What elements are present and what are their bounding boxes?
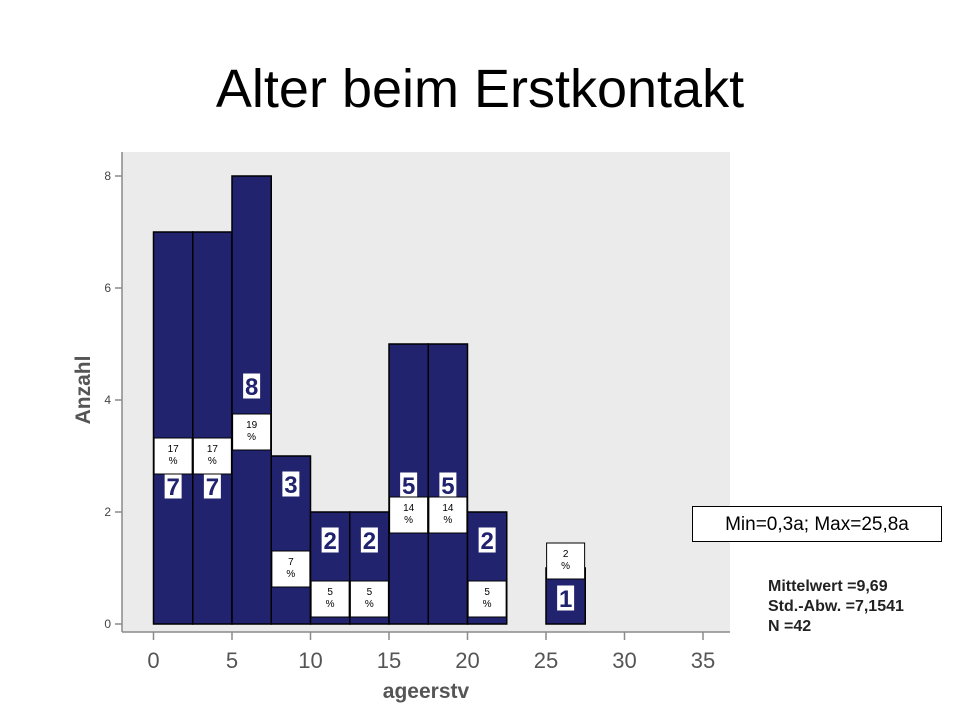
count-label-box: [477, 526, 497, 554]
count-label-box: [320, 526, 340, 554]
count-label: 7: [166, 474, 179, 501]
percent-label: 5%: [483, 587, 492, 610]
percent-label-box: [349, 580, 389, 618]
count-label: 2: [363, 528, 376, 555]
count-label: 5: [441, 473, 454, 500]
percent-label-box: [310, 580, 350, 618]
count-label: 7: [206, 474, 219, 501]
count-label-box: [242, 372, 262, 400]
count-label: 2: [480, 528, 493, 555]
percent-label: 19%: [246, 420, 258, 443]
x-tick-label: 25: [534, 648, 558, 673]
stats-n: N =42: [768, 618, 812, 635]
y-tick-label: 0: [104, 617, 111, 631]
percent-label: 5%: [326, 587, 335, 610]
percent-label-box: [546, 542, 586, 580]
histogram-bar: [192, 231, 233, 625]
count-label: 1: [559, 586, 572, 613]
stats-std: Std.-Abw. =7,1541: [768, 598, 904, 615]
percent-label-box: [271, 550, 311, 588]
count-label-box: [359, 526, 379, 554]
histogram-bar: [152, 231, 194, 625]
y-tick-label: 4: [104, 393, 111, 407]
percent-label-box: [153, 437, 193, 475]
percent-label: 17%: [207, 444, 219, 467]
bar-labels: 7 17 % 7 17 % 8 19 % 3 7 % 2 5 % 2 5 % 5 14 % 5 14 % 2 5% 1 2%: [153, 372, 586, 618]
percent-label-box: [192, 437, 232, 475]
x-tick-label: 5: [226, 648, 238, 673]
x-tick-label: 35: [691, 648, 715, 673]
x-axis-label: ageerstv: [383, 680, 470, 703]
x-tick-label: 10: [298, 648, 322, 673]
percent-label: 14%: [403, 503, 415, 526]
percent-label-box: [467, 580, 507, 618]
count-label-box: [281, 470, 301, 498]
count-label: 8: [245, 374, 258, 401]
y-ticks: 0 2 4 6 8: [104, 169, 122, 631]
y-tick-label: 2: [104, 505, 111, 519]
percent-label-box: [232, 413, 272, 451]
range-note: Min=0,3a; Max=25,8a: [692, 506, 942, 542]
x-tick-label: 20: [455, 648, 479, 673]
y-tick-label: 6: [104, 281, 111, 295]
y-axis-label: Anzahl: [72, 356, 95, 425]
percent-label: 14%: [442, 503, 454, 526]
bars: [152, 175, 586, 625]
count-label: 3: [284, 472, 297, 499]
percent-label: 7%: [286, 557, 295, 580]
count-label-box: [556, 584, 576, 612]
percent-label-box: [428, 496, 468, 534]
histogram-bar: [231, 175, 272, 625]
percent-label: 5%: [365, 587, 374, 610]
x-tick-label: 30: [612, 648, 636, 673]
percent-label: 17%: [168, 444, 180, 467]
percent-label-box: [389, 496, 429, 534]
percent-label: 2%: [561, 549, 570, 572]
y-tick-label: 8: [104, 169, 111, 183]
slide-title: Alter beim Erstkontakt: [215, 59, 745, 119]
x-ticks: 0 5 10 15 20 25 30 35: [147, 632, 715, 673]
count-label: 5: [402, 473, 415, 500]
x-tick-label: 15: [377, 648, 401, 673]
x-tick-label: 0: [147, 648, 159, 673]
stats-mean: Mittelwert =9,69: [768, 578, 888, 595]
count-label: 2: [323, 528, 336, 555]
